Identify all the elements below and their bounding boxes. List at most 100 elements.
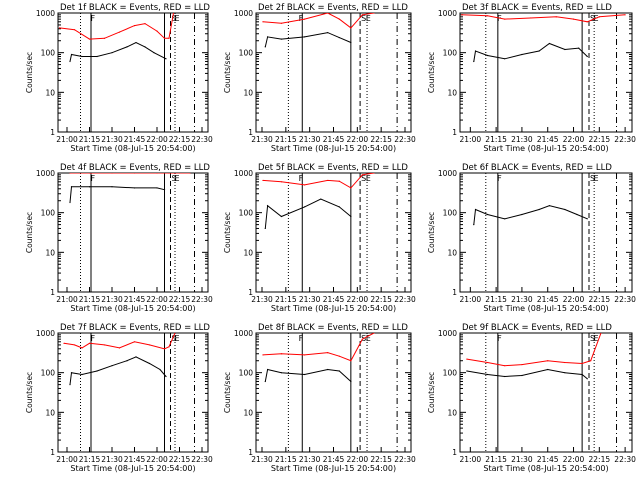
events-point [126,360,128,362]
y-tick-label: 1000 [438,329,457,338]
events-point [578,47,580,49]
marker-label: S [172,334,177,343]
events-point [548,42,551,45]
x-tick-label: 22:15 [370,135,392,144]
x-tick-label: 21:00 [56,455,78,464]
x-tick-label: 22:00 [563,455,585,464]
y-tick-label: 10 [243,248,253,257]
marker-label: F [91,334,96,343]
y-tick-label: 1 [50,448,55,457]
y-tick-label: 1 [50,288,55,297]
x-tick-label: 22:15 [169,455,191,464]
y-tick-label: 1 [248,288,253,297]
x-tick-label: 21:45 [124,455,146,464]
x-tick-label: 22:30 [394,135,416,144]
y-tick-label: 1000 [36,329,55,338]
lld-point [529,17,532,19]
series-lld-line [466,333,602,367]
lld-point [624,14,626,16]
plot-title: Det 6f BLACK = Events, RED = LLD [462,163,612,173]
lld-point [373,333,375,334]
plot-frame [459,332,633,453]
events-point [303,373,306,376]
events-point [564,208,566,211]
x-tick-label: 22:15 [169,135,191,144]
lld-point [521,363,523,366]
x-tick-label: 21:30 [299,455,321,464]
series-events-line [69,41,167,62]
y-tick-label: 1000 [234,9,253,18]
plot-title: Det 2f BLACK = Events, RED = LLD [258,3,408,13]
lld-point [547,360,549,362]
y-tick-label: 10 [447,248,457,257]
x-tick-label: 22:30 [614,295,636,304]
events-point [327,32,329,34]
marker-label: E [593,174,598,183]
x-tick-label: 21:45 [124,295,146,304]
x-tick-label: 22:30 [614,455,636,464]
y-tick-label: 10 [243,88,253,97]
marker-label: S [590,174,595,183]
y-tick-label: 10 [447,408,457,417]
lld-point [189,173,191,174]
x-tick-label: 21:30 [101,135,123,144]
lld-point [63,342,65,344]
lld-point [168,173,170,174]
plot-panel-8: Det 8f BLACK = Events, RED = LLD 1 10 100 10… [223,323,416,473]
events-point [474,50,477,52]
lld-point [461,14,463,16]
events-point [538,208,540,211]
plot-frame [255,172,412,293]
x-tick-label: 21:45 [323,295,345,304]
lld-point [118,347,121,349]
events-point [111,365,113,367]
events-point [486,213,489,216]
plot-frame [255,12,412,133]
y-tick-label: 10 [243,408,253,417]
lld-point [88,342,91,344]
events-point [111,52,113,54]
x-axis-label: Start Time (08-Jul-15 20:54:00) [70,304,195,313]
lld-point [156,173,158,174]
marker-label: F [497,334,502,343]
lld-point [103,344,106,346]
x-tick-label: 21:00 [56,295,78,304]
events-point [96,55,98,58]
x-tick-label: 22:15 [370,295,392,304]
lld-point [303,354,306,356]
plot-title: Det 1f BLACK = Events, RED = LLD [60,3,210,13]
plot-title: Det 4f BLACK = Events, RED = LLD [60,163,210,173]
events-point [266,205,269,207]
y-tick-label: 1000 [438,169,457,178]
marker-label: S [361,174,366,183]
x-tick-label: 22:15 [589,455,611,464]
marker-label: F [91,174,96,183]
events-point [81,373,83,376]
lld-point [572,18,575,20]
events-point [338,36,340,39]
x-tick-label: 22:00 [347,295,369,304]
lld-point [262,21,264,23]
lld-point [361,338,364,340]
x-tick-label: 21:30 [299,295,321,304]
y-tick-label: 10 [45,88,55,97]
x-tick-label: 21:30 [251,455,273,464]
x-axis-label: Start Time (08-Jul-15 20:54:00) [271,304,396,313]
y-axis-label: Counts/sec [25,212,34,253]
events-point [338,370,340,372]
events-point [69,201,71,204]
lld-point [466,358,468,360]
events-point [504,218,506,220]
events-point [280,372,283,374]
x-axis-label: Start Time (08-Jul-15 20:54:00) [271,464,396,473]
x-tick-label: 22:00 [563,135,585,144]
marker-label: F [497,174,502,183]
events-point [135,41,137,44]
events-point [350,41,352,44]
y-tick-label: 100 [41,369,56,378]
plot-frame [57,172,209,293]
x-tick-label: 21:15 [485,295,507,304]
plot-title: Det 9f BLACK = Events, RED = LLD [462,323,612,333]
events-point [548,205,551,207]
y-axis-label: Counts/sec [223,52,232,93]
